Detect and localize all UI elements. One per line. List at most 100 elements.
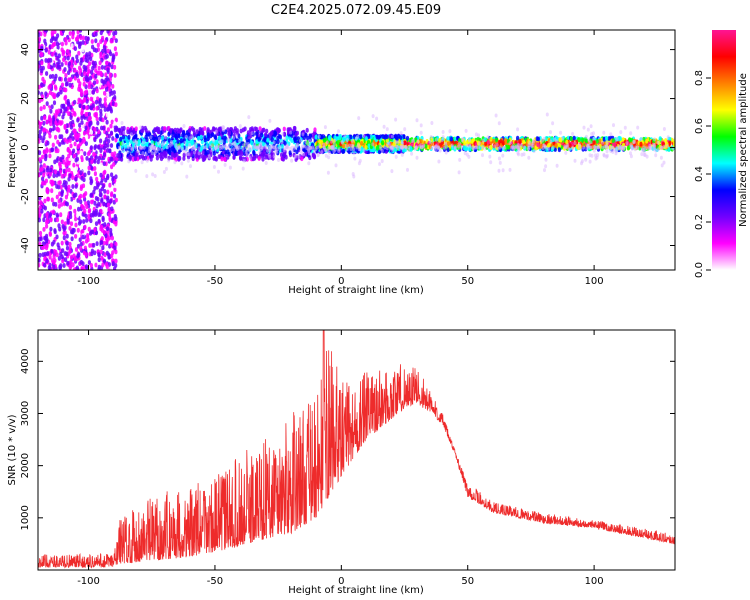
spectrogram-cell xyxy=(285,144,289,149)
spectrogram-cell xyxy=(40,208,44,214)
spectrogram-cell xyxy=(653,144,656,149)
spectrogram-cell xyxy=(406,167,409,172)
spectrogram-xtick-label: 0 xyxy=(338,276,344,287)
colorbar-tick-label: 0.4 xyxy=(694,166,705,182)
spectrogram-cell xyxy=(108,148,112,154)
spectrogram-cell xyxy=(290,145,294,150)
spectrogram-cell xyxy=(251,156,255,162)
spectrogram-cell xyxy=(438,138,442,143)
spectrogram-cell xyxy=(180,161,184,166)
spectrogram-cell xyxy=(88,243,92,248)
spectrogram-cell xyxy=(76,149,80,155)
spectrogram-cell xyxy=(88,115,92,121)
spectrogram-cell xyxy=(250,140,254,146)
spectrogram-cell xyxy=(252,150,256,155)
spectrogram-cell xyxy=(106,189,110,195)
spectrogram-cell xyxy=(114,38,118,43)
spectrogram-cell xyxy=(654,153,658,158)
spectrogram-cell xyxy=(185,174,189,179)
spectrogram-cell xyxy=(212,151,216,156)
spectrogram-cell xyxy=(654,148,658,153)
spectrogram-cell xyxy=(182,156,186,161)
spectrogram-cell xyxy=(223,157,227,162)
spectrogram-cell xyxy=(84,238,89,244)
spectrogram-cell xyxy=(39,236,43,242)
spectrogram-cell xyxy=(57,180,61,186)
spectrogram-cell xyxy=(144,127,148,133)
spectrogram-cell xyxy=(262,127,266,133)
spectrogram-cell xyxy=(458,141,462,146)
spectrogram-cell xyxy=(306,142,310,147)
spectrogram-cell xyxy=(316,152,320,157)
spectrogram-cell xyxy=(336,140,340,145)
spectrogram-cell xyxy=(82,219,86,224)
spectrogram-cell xyxy=(55,217,60,223)
spectrogram-cell xyxy=(323,125,327,130)
spectrogram-cell xyxy=(95,79,99,85)
spectrogram-cell xyxy=(53,76,57,82)
spectrogram-cell xyxy=(41,245,45,251)
spectrogram-cell xyxy=(404,145,408,150)
spectrogram-cell xyxy=(42,227,46,232)
spectrogram-cell xyxy=(60,82,65,88)
spectrogram-xtick-label: -100 xyxy=(77,276,100,287)
spectrogram-cell xyxy=(605,153,609,158)
spectrogram-cell xyxy=(62,57,66,63)
spectrogram-cell xyxy=(110,253,114,259)
spectrogram-cell xyxy=(489,136,493,142)
spectrogram-cell xyxy=(235,138,239,144)
spectrogram-cell xyxy=(126,145,130,150)
spectrogram-cell xyxy=(234,151,238,157)
spectrogram-cell xyxy=(522,145,526,150)
spectrogram-cell xyxy=(192,144,196,149)
spectrogram-cell xyxy=(324,153,328,158)
spectrogram-cell xyxy=(301,132,305,137)
spectrogram-cell xyxy=(70,229,74,235)
spectrogram-cell xyxy=(86,234,90,240)
spectrogram-cell xyxy=(102,161,106,167)
spectrogram-cell xyxy=(308,133,313,139)
spectrogram-cell xyxy=(202,145,206,150)
spectrogram-cell xyxy=(43,180,47,186)
spectrogram-cell xyxy=(88,75,93,81)
spectrogram-cell xyxy=(64,257,68,263)
spectrogram-cell xyxy=(177,133,181,139)
spectrogram-cells xyxy=(38,30,675,270)
spectrogram-cell xyxy=(245,153,249,157)
spectrogram-cell xyxy=(343,133,347,138)
spectrogram-cell xyxy=(69,254,74,260)
spectrogram-cell xyxy=(86,36,90,42)
spectrogram-cell xyxy=(629,131,633,136)
spectrogram-cell xyxy=(297,154,301,159)
spectrogram-cell xyxy=(76,213,80,218)
spectrogram-cell xyxy=(45,258,49,264)
spectrogram-cell xyxy=(226,137,230,142)
spectrogram-cell xyxy=(62,235,66,241)
spectrogram-cell xyxy=(244,150,248,154)
spectrogram-cell xyxy=(99,108,103,114)
spectrogram-cell xyxy=(44,30,48,33)
spectrogram-cell xyxy=(192,150,196,155)
spectrogram-cell xyxy=(81,40,85,45)
spectrogram-cell xyxy=(460,138,464,143)
spectrogram-cell xyxy=(164,166,168,171)
spectrogram-cell xyxy=(667,147,671,152)
spectrogram-cell xyxy=(169,128,173,133)
spectrogram-cell xyxy=(511,145,515,150)
spectrogram-cell xyxy=(195,129,199,135)
spectrogram-cell xyxy=(434,137,438,142)
spectrogram-cell xyxy=(149,145,153,150)
spectrogram-cell xyxy=(41,154,45,160)
spectrogram-cell xyxy=(76,117,80,123)
spectrogram-marks xyxy=(38,30,675,270)
spectrogram-cell xyxy=(69,214,73,220)
snr-ylabel: SNR (10 * v/v) xyxy=(7,414,18,485)
spectrogram-cell xyxy=(110,235,114,241)
spectrogram-cell xyxy=(97,264,101,270)
spectrogram-cell xyxy=(226,149,230,155)
spectrogram-cell xyxy=(70,64,74,69)
spectrogram-cell xyxy=(45,119,49,125)
spectrogram-cell xyxy=(62,182,66,188)
spectrogram-cell xyxy=(458,157,462,162)
